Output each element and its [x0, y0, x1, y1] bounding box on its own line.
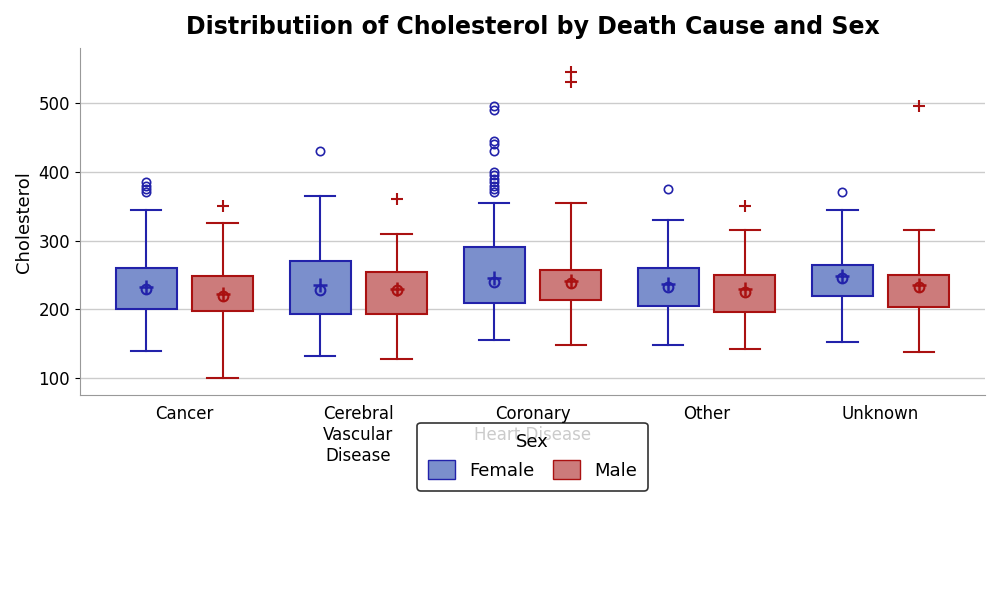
FancyBboxPatch shape [540, 270, 601, 301]
Y-axis label: Cholesterol: Cholesterol [15, 171, 33, 272]
Title: Distributiion of Cholesterol by Death Cause and Sex: Distributiion of Cholesterol by Death Ca… [186, 15, 879, 39]
FancyBboxPatch shape [714, 275, 775, 312]
FancyBboxPatch shape [290, 261, 351, 314]
FancyBboxPatch shape [464, 247, 525, 302]
FancyBboxPatch shape [888, 275, 949, 307]
FancyBboxPatch shape [812, 265, 873, 296]
FancyBboxPatch shape [116, 268, 177, 310]
FancyBboxPatch shape [638, 268, 699, 306]
FancyBboxPatch shape [192, 277, 253, 311]
FancyBboxPatch shape [366, 272, 427, 314]
Legend: Female, Male: Female, Male [417, 422, 648, 491]
